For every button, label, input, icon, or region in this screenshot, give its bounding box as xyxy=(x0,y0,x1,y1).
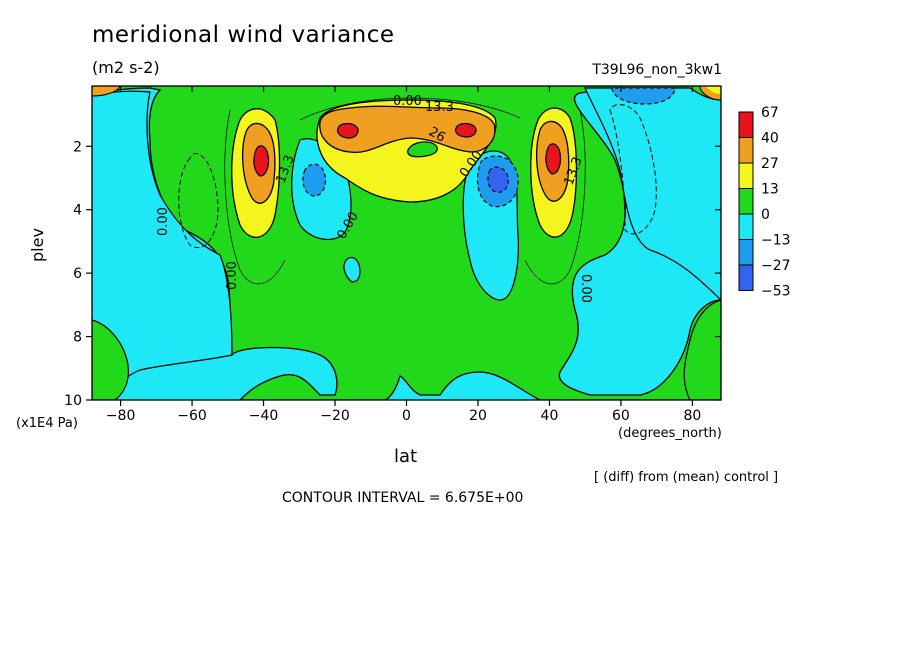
fill-red-left xyxy=(253,145,270,177)
x-axis: −80 −60 −40 −20 0 20 40 60 80 xyxy=(106,86,701,424)
y-tick-label: 10 xyxy=(64,393,82,409)
colorbar-level-label: 40 xyxy=(761,131,779,147)
colorbar-swatch xyxy=(738,213,754,240)
colorbar-level-label: 0 xyxy=(761,207,770,223)
contour-label-1: 0.00 xyxy=(393,94,422,109)
contour-interval: CONTOUR INTERVAL = 6.675E+00 xyxy=(282,490,524,506)
colorbar-level-label: 67 xyxy=(761,105,779,121)
x-tick-label: −20 xyxy=(320,408,350,424)
x-tick-label: 40 xyxy=(541,408,559,424)
colorbar-legend: 67 40 27 13 0 −13 −27 −53 xyxy=(738,105,791,300)
thin-contour-3 xyxy=(299,97,521,121)
colorbar-level-label: −13 xyxy=(761,233,791,249)
contour-label-9: 0.00 xyxy=(578,274,593,303)
contour-label-3: 26 xyxy=(426,124,448,145)
contour-label-5: 0.00 xyxy=(156,207,171,236)
fill-green-inner xyxy=(407,141,438,158)
fill-red-topright xyxy=(455,122,477,138)
run-label: T39L96_non_3kw1 xyxy=(592,62,722,78)
x-tick-label: −80 xyxy=(106,408,136,424)
y-axis: 2 4 6 8 10 xyxy=(64,139,721,409)
colorbar-swatch xyxy=(738,188,754,215)
fill-darkblue-right xyxy=(487,166,509,193)
chart-title: meridional wind variance xyxy=(92,22,395,48)
colorbar-swatch xyxy=(738,137,754,164)
colorbar-level-label: 27 xyxy=(761,156,779,172)
thin-contour-1 xyxy=(224,109,286,285)
chart-units: (m2 s-2) xyxy=(92,58,160,77)
x-axis-units: (degrees_north) xyxy=(618,426,722,441)
colorbar-swatch xyxy=(738,111,754,138)
colorbar-level-label: 13 xyxy=(761,182,779,198)
colorbar-level-label: −27 xyxy=(761,258,791,274)
x-tick-label: 80 xyxy=(683,408,701,424)
colorbar-swatch xyxy=(738,239,754,266)
x-tick-label: −60 xyxy=(177,408,207,424)
dashed-contour-left xyxy=(178,153,219,248)
fill-blue-left xyxy=(302,163,327,197)
thin-contour-2 xyxy=(524,109,586,285)
x-tick-label: 0 xyxy=(402,408,411,424)
y-tick-label: 6 xyxy=(73,266,82,282)
diff-note: [ (diff) from (mean) control ] xyxy=(594,470,779,485)
x-tick-label: −40 xyxy=(249,408,279,424)
colorbar-level-label: −53 xyxy=(761,284,791,300)
x-tick-label: 60 xyxy=(612,408,630,424)
fill-blue-topright xyxy=(611,87,676,105)
fill-red-right xyxy=(545,143,562,175)
fill-yellow-topright xyxy=(706,86,721,94)
fill-red-topleft xyxy=(337,122,359,139)
fill-cyan-blob1 xyxy=(343,256,361,283)
fill-green-leftedge xyxy=(92,319,130,400)
y-tick-label: 2 xyxy=(73,139,82,155)
y-axis-units: (x1E4 Pa) xyxy=(16,416,78,431)
contour-field xyxy=(92,86,721,400)
fill-cyan-left xyxy=(92,90,233,400)
contour-labels: 0.00 13.3 26 0.00 0.00 0.00 0.00 13.3 0.… xyxy=(156,94,593,303)
y-axis-label: plev xyxy=(28,228,47,262)
fill-green-right xyxy=(683,299,721,400)
colorbar-swatch xyxy=(738,264,754,291)
x-axis-label: lat xyxy=(394,446,418,467)
contour-label-2: 13.3 xyxy=(425,100,454,115)
contour-label-7: 0.00 xyxy=(225,261,240,290)
y-tick-label: 8 xyxy=(73,330,82,346)
y-tick-label: 4 xyxy=(73,203,82,219)
colorbar-swatch xyxy=(738,162,754,189)
dashed-contour-right xyxy=(609,103,657,235)
x-tick-label: 20 xyxy=(469,408,487,424)
fill-orange-top xyxy=(319,105,496,154)
